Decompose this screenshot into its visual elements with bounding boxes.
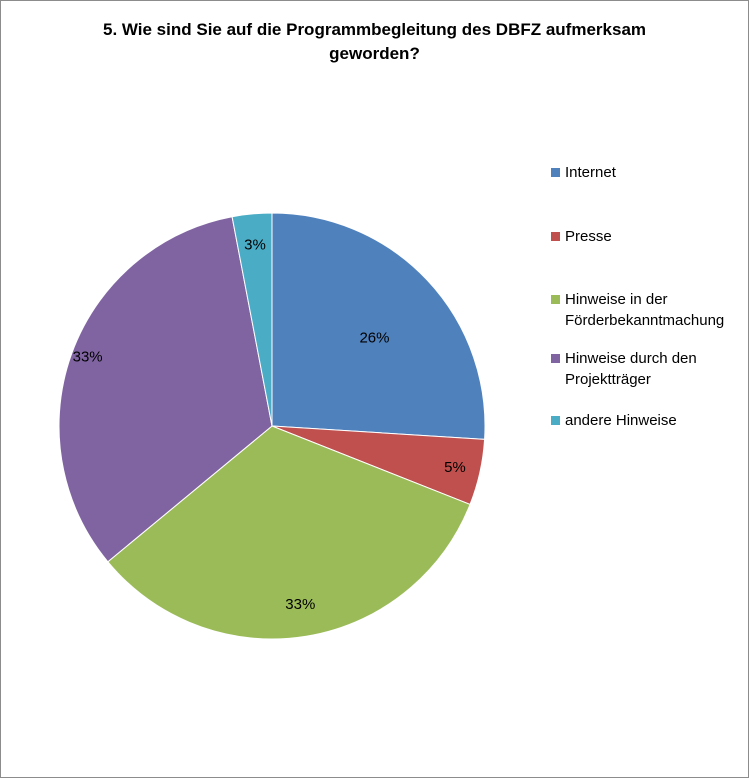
legend-swatch-4 xyxy=(551,354,560,363)
chart-title-line-1: 5. Wie sind Sie auf die Programmbegleitu… xyxy=(102,20,647,39)
legend-label-line: Förderbekanntmachung xyxy=(565,312,725,329)
legend-label-line: Presse xyxy=(565,228,612,245)
slice-data-label-5: 3% xyxy=(244,237,266,254)
legend-label-line: Projektträger xyxy=(565,371,651,388)
slice-data-label-2: 5% xyxy=(444,459,466,476)
legend-swatch-2 xyxy=(551,232,560,241)
slice-data-label-1: 26% xyxy=(359,329,389,346)
legend-swatch-1 xyxy=(551,168,560,177)
legend-label-line: Hinweise durch den xyxy=(565,350,697,367)
pie-slice-4 xyxy=(58,216,273,563)
chart-title: 5. Wie sind Sie auf die Programmbegleitu… xyxy=(0,18,749,66)
legend-label-line: Internet xyxy=(565,164,616,181)
pie-slice-3 xyxy=(107,425,471,640)
legend-label-3: Hinweise in der Förderbekanntmachung xyxy=(565,289,724,331)
chart-title-line-2: geworden? xyxy=(329,44,420,63)
slice-data-label-3: 33% xyxy=(285,596,315,613)
legend-swatch-5 xyxy=(551,416,560,425)
legend-label-5: andere Hinweise xyxy=(565,410,677,431)
pie-slice-1 xyxy=(271,212,486,440)
legend-label-4: Hinweise durch den Projektträger xyxy=(565,348,697,390)
legend-label-line: Hinweise in der xyxy=(565,291,668,308)
slice-data-label-4: 33% xyxy=(73,348,103,365)
legend-swatch-3 xyxy=(551,295,560,304)
legend-label-1: Internet xyxy=(565,162,616,183)
legend-label-2: Presse xyxy=(565,226,612,247)
pie-slice-5 xyxy=(231,212,273,427)
legend-label-line: andere Hinweise xyxy=(565,412,677,429)
